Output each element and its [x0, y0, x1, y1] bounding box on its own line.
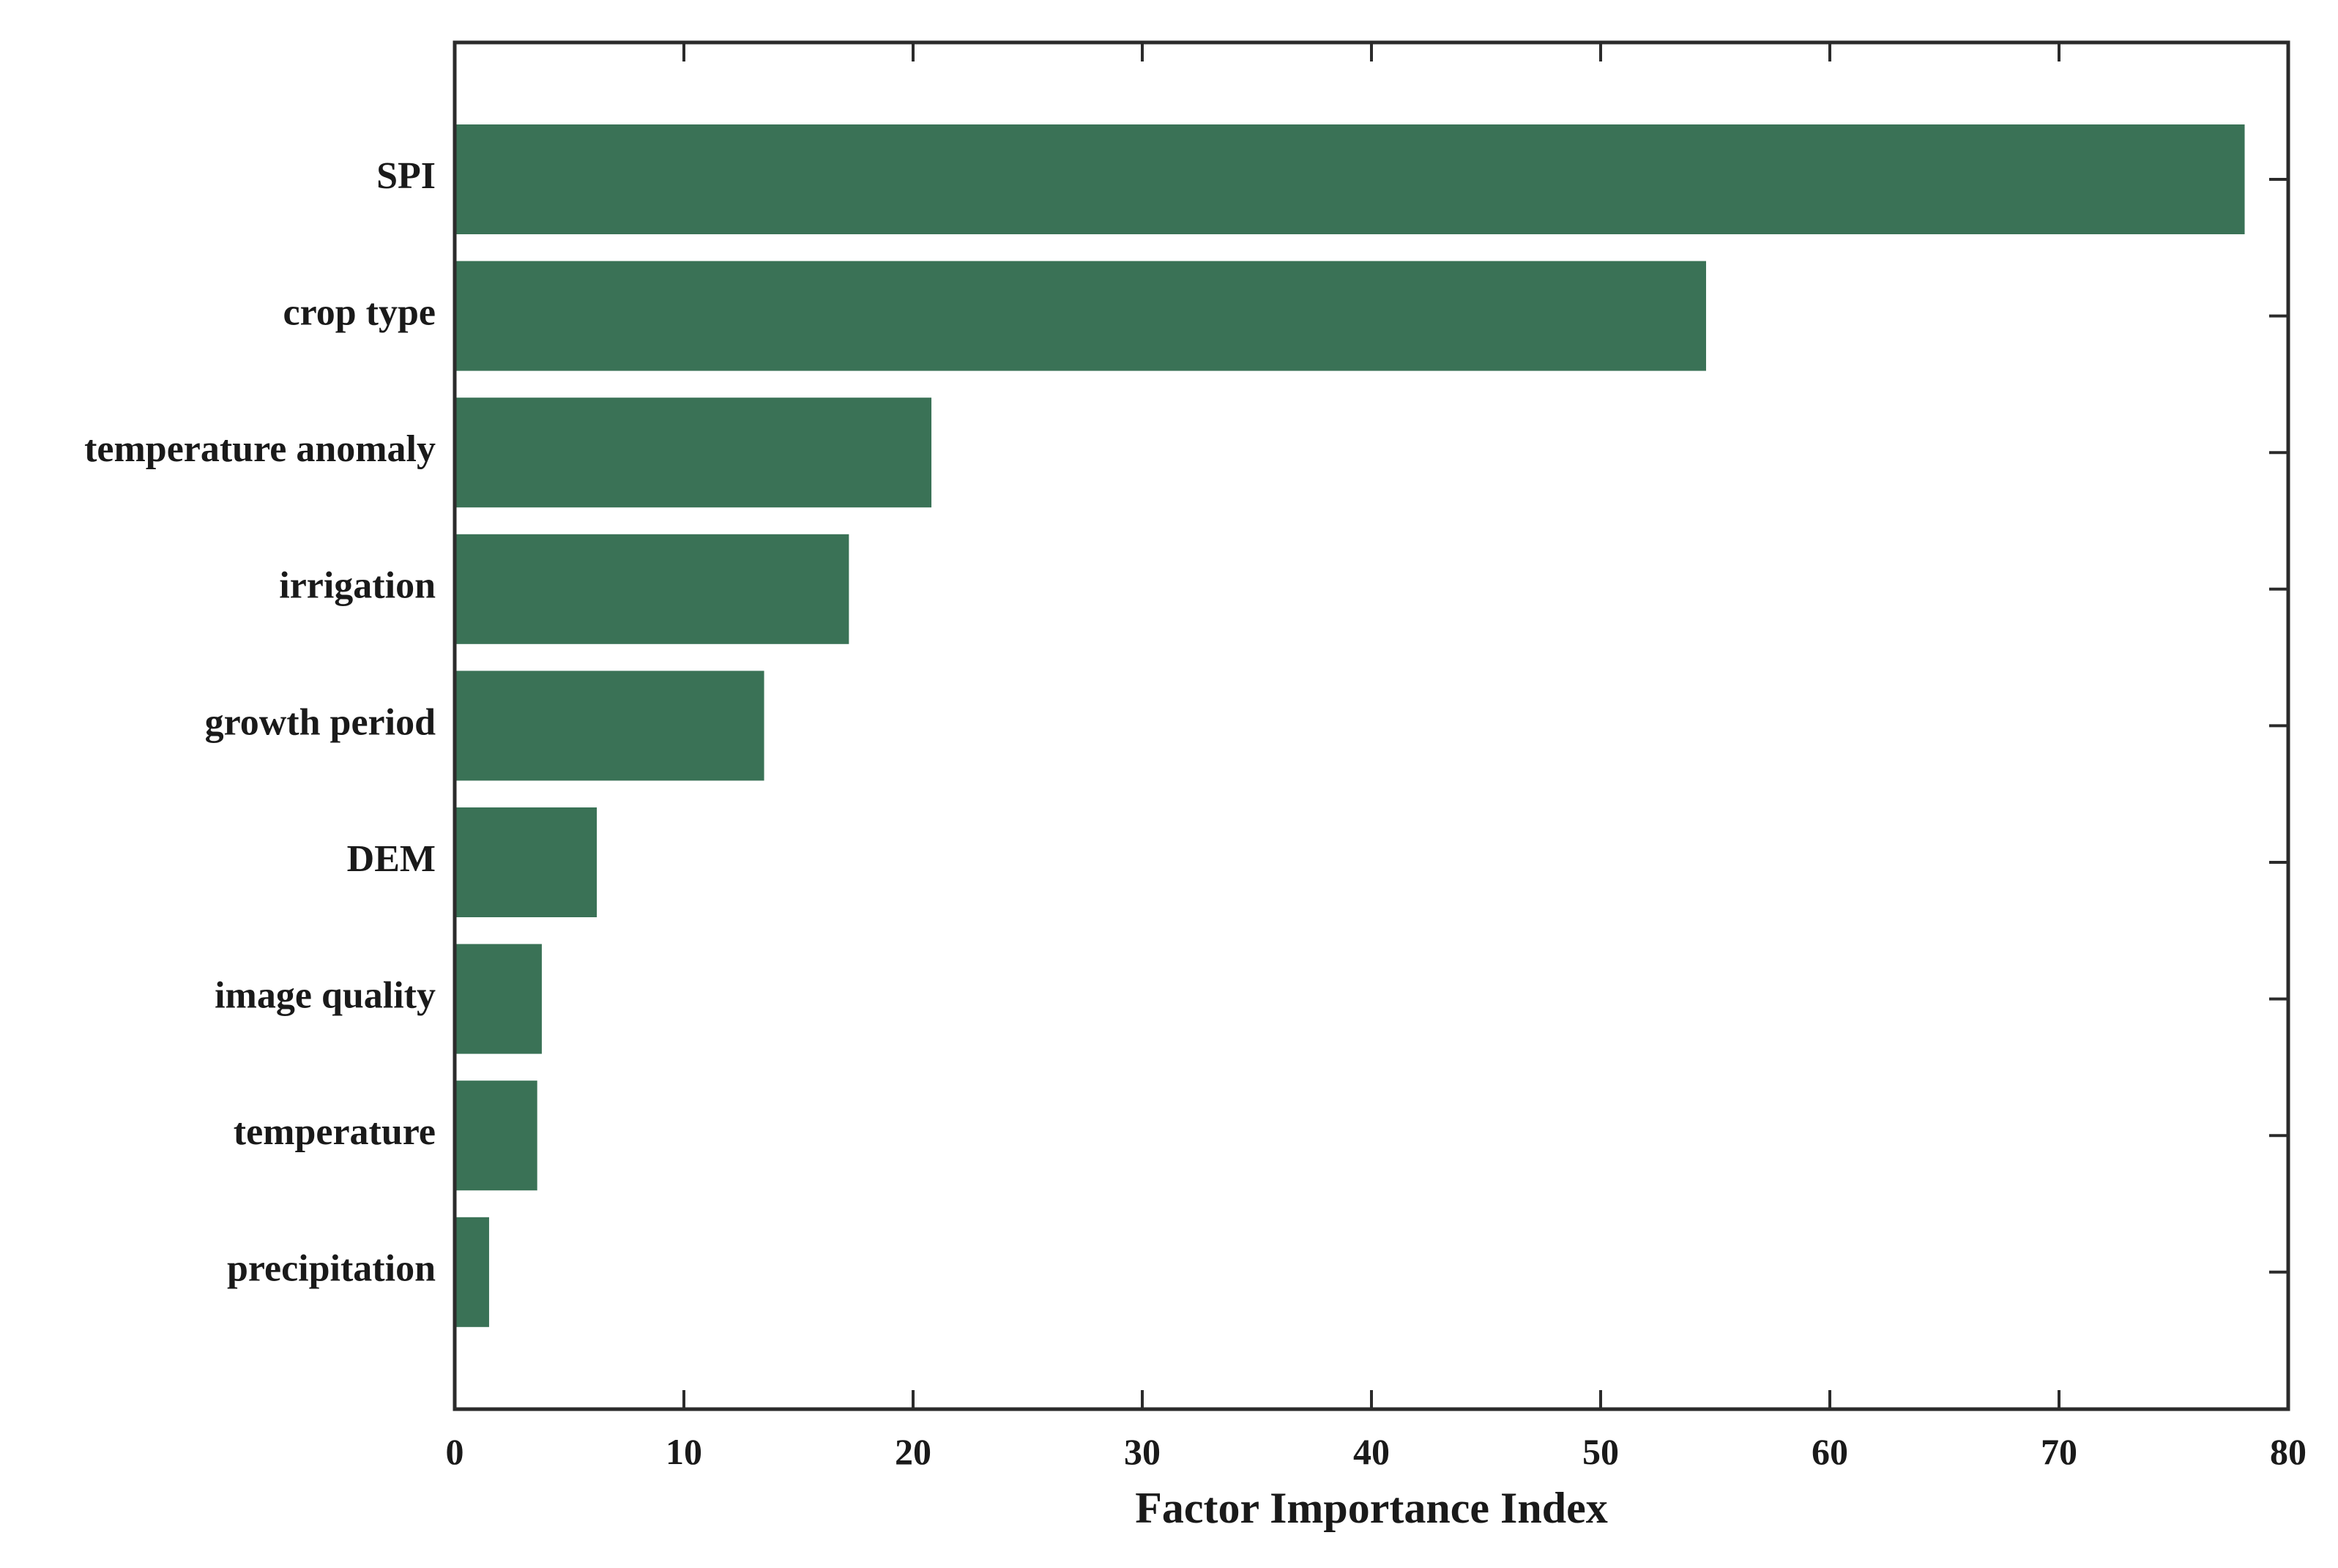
y-tick-label-temperature-anomaly: temperature anomaly — [84, 428, 436, 470]
x-tick-label-30: 30 — [1124, 1431, 1161, 1472]
bar-dem — [455, 807, 597, 917]
bar-image-quality — [455, 944, 542, 1054]
ticks-group — [682, 42, 2288, 1409]
bar-irrigation — [455, 534, 849, 644]
bar-crop-type — [455, 261, 1706, 371]
y-tick-label-irrigation: irrigation — [279, 565, 436, 607]
y-tick-label-image-quality: image quality — [215, 975, 436, 1017]
x-tick-label-40: 40 — [1353, 1431, 1390, 1472]
y-tick-label-crop-type: crop type — [283, 292, 436, 334]
y-tick-labels: SPI crop type temperature anomaly irrigatio… — [84, 155, 436, 1290]
x-tick-label-50: 50 — [1582, 1431, 1619, 1472]
x-axis-title: Factor Importance Index — [1135, 1484, 1607, 1532]
x-tick-label-10: 10 — [666, 1431, 702, 1472]
x-tick-label-20: 20 — [895, 1431, 931, 1472]
x-tick-label-70: 70 — [2041, 1431, 2077, 1472]
y-tick-label-precipitation: precipitation — [227, 1248, 436, 1290]
bar-temperature — [455, 1080, 537, 1191]
y-tick-label-dem: DEM — [347, 838, 436, 880]
x-tick-label-0: 0 — [446, 1431, 464, 1472]
y-tick-label-growth-period: growth period — [205, 701, 436, 743]
bar-temperature-anomaly — [455, 397, 932, 508]
y-tick-label-temperature: temperature — [234, 1111, 436, 1153]
bars-group — [455, 124, 2245, 1327]
x-tick-labels: 0 10 20 30 40 50 60 70 80 — [446, 1431, 2307, 1472]
x-tick-label-80: 80 — [2270, 1431, 2307, 1472]
bar-growth-period — [455, 671, 764, 781]
y-tick-label-spi: SPI — [376, 155, 436, 197]
x-tick-label-60: 60 — [1812, 1431, 1848, 1472]
bar-precipitation — [455, 1217, 489, 1327]
plot-frame — [453, 40, 2290, 1411]
bar-spi — [455, 124, 2245, 234]
